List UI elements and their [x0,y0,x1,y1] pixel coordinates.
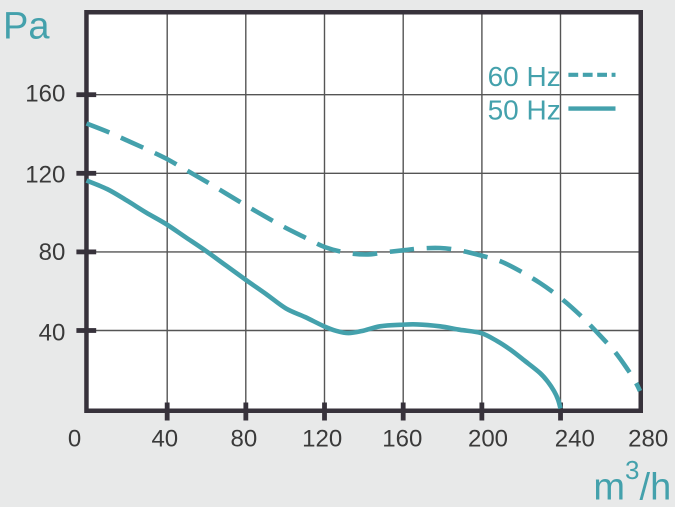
svg-text:Pa: Pa [3,5,50,47]
svg-text:120: 120 [302,425,342,452]
svg-text:0: 0 [68,425,81,452]
svg-text:280: 280 [628,425,668,452]
svg-text:160: 160 [25,81,65,108]
svg-text:60 Hz: 60 Hz [488,61,561,92]
svg-text:200: 200 [468,425,508,452]
svg-text:40: 40 [39,320,66,347]
svg-text:240: 240 [555,425,595,452]
svg-text:120: 120 [25,161,65,188]
svg-text:40: 40 [151,425,178,452]
svg-text:50 Hz: 50 Hz [488,95,561,126]
svg-text:m3/h: m3/h [593,455,671,507]
svg-text:80: 80 [39,239,66,266]
svg-text:80: 80 [231,425,258,452]
svg-text:160: 160 [382,425,422,452]
